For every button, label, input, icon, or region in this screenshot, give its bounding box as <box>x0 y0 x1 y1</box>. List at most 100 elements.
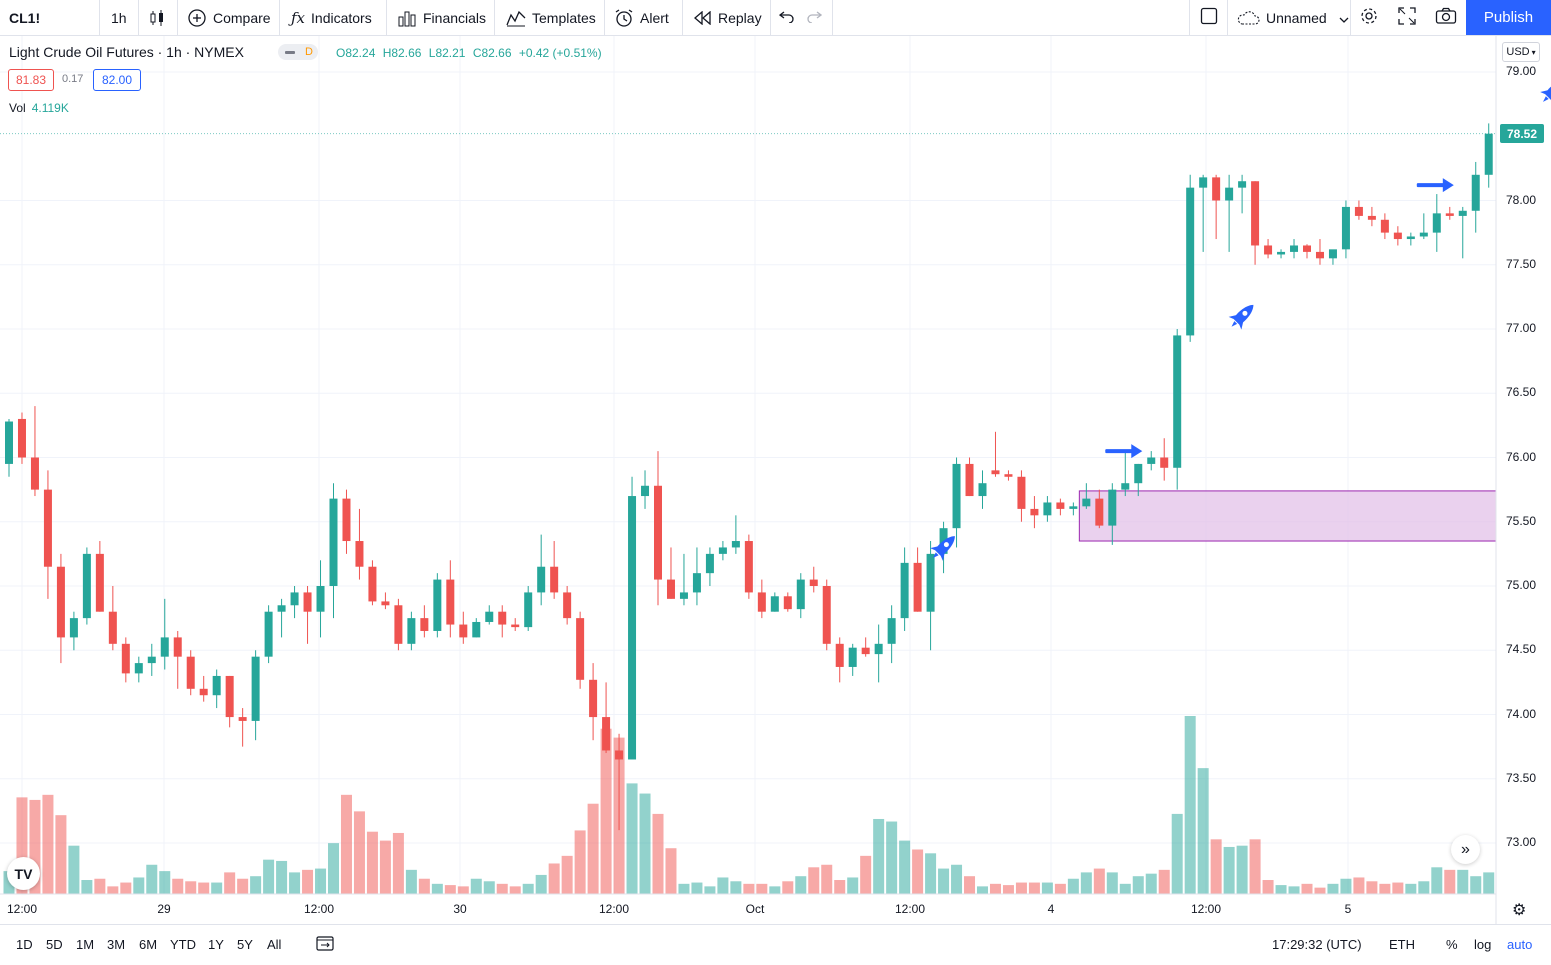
volume-bar <box>730 881 742 894</box>
last-price-badge: 78.52 <box>1500 124 1544 143</box>
candle-body <box>563 592 572 619</box>
time-axis-label: 30 <box>453 902 467 916</box>
candle <box>173 630 182 689</box>
candle <box>43 470 52 599</box>
candle <box>926 541 935 651</box>
alert-button[interactable]: Alert <box>614 0 669 35</box>
time-axis-label: 12:00 <box>6 902 38 916</box>
candle <box>69 611 78 651</box>
indicators-button[interactable]: ƒx Indicators <box>291 0 372 35</box>
templates-button[interactable]: Templates <box>506 0 596 35</box>
buy-price-button[interactable]: 82.00 <box>93 69 141 91</box>
clock-display[interactable]: 17:29:32 (UTC) <box>1272 936 1362 952</box>
volume-bar <box>1171 813 1183 894</box>
sell-price-button[interactable]: 81.83 <box>8 69 54 91</box>
volume-bar <box>1093 868 1105 894</box>
candles <box>0 123 1496 831</box>
settings-button[interactable] <box>1359 0 1379 35</box>
candle-body <box>1030 508 1039 516</box>
axis-settings-button[interactable]: ⚙ <box>1512 900 1526 920</box>
candle <box>615 733 624 831</box>
candle <box>459 611 468 644</box>
chart-type-button[interactable] <box>148 0 172 35</box>
volume-bar <box>743 883 755 894</box>
undo-button[interactable] <box>778 0 795 35</box>
volume-bar <box>1249 839 1261 894</box>
financials-button[interactable]: Financials <box>397 0 486 35</box>
candle-body <box>251 656 260 721</box>
range-button-all[interactable]: All <box>267 936 282 952</box>
layout-menu[interactable]: Unnamed <box>1236 0 1349 35</box>
candle-body <box>420 618 429 631</box>
replay-button[interactable]: Replay <box>694 0 762 35</box>
percent-toggle[interactable]: % <box>1446 936 1458 952</box>
select-layout-button[interactable] <box>1200 0 1218 35</box>
range-button-5d[interactable]: 5D <box>46 936 63 952</box>
candle <box>134 656 143 683</box>
redo-button[interactable] <box>806 0 823 35</box>
range-button-3m[interactable]: 3M <box>107 936 126 952</box>
log-toggle[interactable]: log <box>1474 936 1492 952</box>
volume-bar <box>782 881 794 894</box>
volume-bar <box>1041 882 1053 894</box>
price-axis-label: 74.00 <box>1506 706 1537 721</box>
volume-bar <box>587 803 599 894</box>
candle <box>1445 206 1454 220</box>
auto-toggle[interactable]: auto <box>1507 936 1533 952</box>
candle-body <box>1445 213 1454 216</box>
fullscreen-button[interactable] <box>1398 0 1416 35</box>
range-button-1m[interactable]: 1M <box>76 936 95 952</box>
range-button-1d[interactable]: 1D <box>16 936 33 952</box>
range-button-6m[interactable]: 6M <box>139 936 158 952</box>
volume-bar <box>1470 876 1482 894</box>
candle-body <box>861 647 870 655</box>
goto-date-button[interactable] <box>316 925 334 963</box>
volume-bar <box>769 886 781 894</box>
symbol-search[interactable]: CL1! <box>9 0 40 35</box>
range-button-1y[interactable]: 1Y <box>208 936 224 952</box>
range-button-5y[interactable]: 5Y <box>237 936 253 952</box>
volume-legend[interactable]: Vol 4.119K <box>9 101 69 115</box>
snapshot-button[interactable] <box>1435 0 1457 35</box>
volume-bar <box>1340 878 1352 894</box>
candle-body <box>602 717 611 751</box>
volume-bar <box>691 882 703 894</box>
candle-body <box>1238 181 1247 188</box>
candle <box>809 566 818 593</box>
compare-button[interactable]: Compare <box>187 0 271 35</box>
candle <box>1419 213 1428 240</box>
chart-canvas[interactable] <box>0 36 1551 924</box>
candle-body <box>173 637 182 657</box>
scroll-to-realtime-button[interactable]: » <box>1451 835 1480 864</box>
financials-icon <box>397 9 417 27</box>
candle-body <box>394 605 403 644</box>
candle <box>1017 470 1026 522</box>
candle <box>1432 194 1441 252</box>
publish-button[interactable]: Publish <box>1466 0 1551 35</box>
candle-body <box>368 566 377 602</box>
candle-body <box>1380 219 1389 233</box>
volume-bar <box>211 882 223 894</box>
candle <box>1121 451 1130 497</box>
candle <box>199 675 208 702</box>
candle <box>1393 226 1402 246</box>
candle <box>1251 181 1260 265</box>
candle-body <box>1406 236 1415 240</box>
currency-select[interactable]: USD ▾ <box>1502 42 1540 62</box>
candle <box>1056 498 1065 516</box>
volume-bar <box>1379 883 1391 894</box>
volume-bar <box>1080 872 1092 894</box>
candle-body <box>744 541 753 593</box>
candle <box>1212 174 1221 240</box>
tradingview-logo[interactable]: TV <box>7 857 40 890</box>
volume-bar <box>1262 880 1274 894</box>
candle <box>835 637 844 683</box>
fx-icon: ƒx <box>291 8 306 27</box>
data-status-badge[interactable]: D <box>278 44 318 60</box>
double-chevron-right-icon: » <box>1461 840 1470 858</box>
interval-button[interactable]: 1h <box>111 0 127 35</box>
chart-legend-title[interactable]: Light Crude Oil Futures · 1h · NYMEX <box>9 44 244 60</box>
session-toggle[interactable]: ETH <box>1389 936 1415 952</box>
range-button-ytd[interactable]: YTD <box>170 936 196 952</box>
volume-bar <box>756 883 768 894</box>
